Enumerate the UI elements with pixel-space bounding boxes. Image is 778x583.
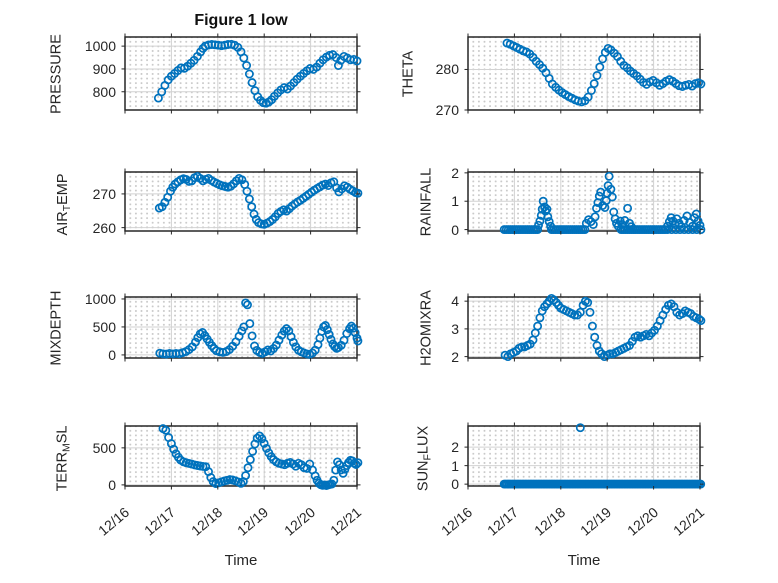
x-tick-label: 12/18	[530, 503, 568, 539]
figure-title: Figure 1 low	[194, 12, 288, 29]
x-axis-label-left: Time	[224, 552, 258, 569]
plot-svg	[464, 422, 706, 490]
y-tick-label: 260	[92, 219, 116, 236]
y-tick-label: 1000	[84, 291, 116, 307]
y-tick-label: 1	[451, 193, 459, 210]
y-tick-label: 500	[92, 439, 116, 456]
data-points	[153, 39, 362, 108]
plot-svg	[464, 293, 706, 362]
y-tick-label: 280	[435, 61, 459, 78]
y-tick-label: 3	[451, 320, 459, 337]
y-axis-label: RAINFALL	[418, 167, 434, 236]
x-axis-label-right: Time	[567, 552, 601, 569]
x-tick-label: 12/16	[95, 503, 133, 539]
data-points	[500, 293, 706, 362]
data-points	[155, 298, 363, 359]
y-tick-label: 800	[92, 83, 116, 100]
y-tick-label: 2	[451, 439, 459, 456]
x-tick-label: 12/19	[577, 503, 615, 539]
y-axis-label: AIRTEMP	[54, 172, 73, 235]
data-points	[158, 424, 363, 490]
y-axis-label: H2OMIXRA	[418, 289, 434, 366]
x-tick-label: 12/20	[623, 503, 661, 539]
x-tick-label: 12/21	[670, 503, 708, 539]
y-tick-label: 2	[451, 348, 459, 365]
y-tick-label: 1	[451, 457, 459, 474]
data-points	[502, 38, 706, 107]
y-tick-label: 900	[92, 60, 116, 77]
plot-area	[125, 172, 357, 231]
x-tick-label: 12/17	[484, 503, 522, 539]
y-axis-label: SUNFLUX	[415, 425, 434, 492]
x-tick-label: 12/21	[327, 503, 365, 539]
x-tick-label: 12/17	[141, 503, 179, 539]
plot-svg	[121, 422, 363, 490]
plot-svg	[121, 33, 362, 114]
x-tick-label: 12/20	[280, 503, 318, 539]
data-points	[499, 423, 706, 489]
y-tick-label: 500	[92, 318, 116, 335]
x-tick-label: 12/19	[234, 503, 272, 539]
y-tick-label: 0	[451, 476, 459, 493]
y-axis-label: TERRMSL	[54, 425, 73, 492]
data-points	[154, 171, 363, 229]
plot-svg	[464, 33, 706, 114]
y-tick-label: 0	[108, 476, 116, 493]
y-axis-label: PRESSURE	[48, 33, 64, 114]
y-axis-label: MIXDEPTH	[48, 290, 64, 365]
plot-svg	[121, 168, 363, 235]
y-tick-label: 4	[451, 293, 459, 310]
y-tick-label: 0	[451, 221, 459, 238]
data-points	[499, 171, 706, 235]
y-tick-label: 1000	[84, 38, 116, 55]
plot-svg	[464, 168, 706, 235]
y-tick-label: 2	[451, 164, 459, 181]
plot-svg	[121, 293, 363, 362]
plot-area	[468, 426, 700, 486]
y-tick-label: 270	[92, 185, 116, 202]
y-tick-label: 270	[435, 102, 459, 118]
y-axis-label: THETA	[400, 50, 416, 97]
y-tick-label: 0	[108, 346, 116, 363]
x-tick-label: 12/18	[187, 503, 225, 539]
